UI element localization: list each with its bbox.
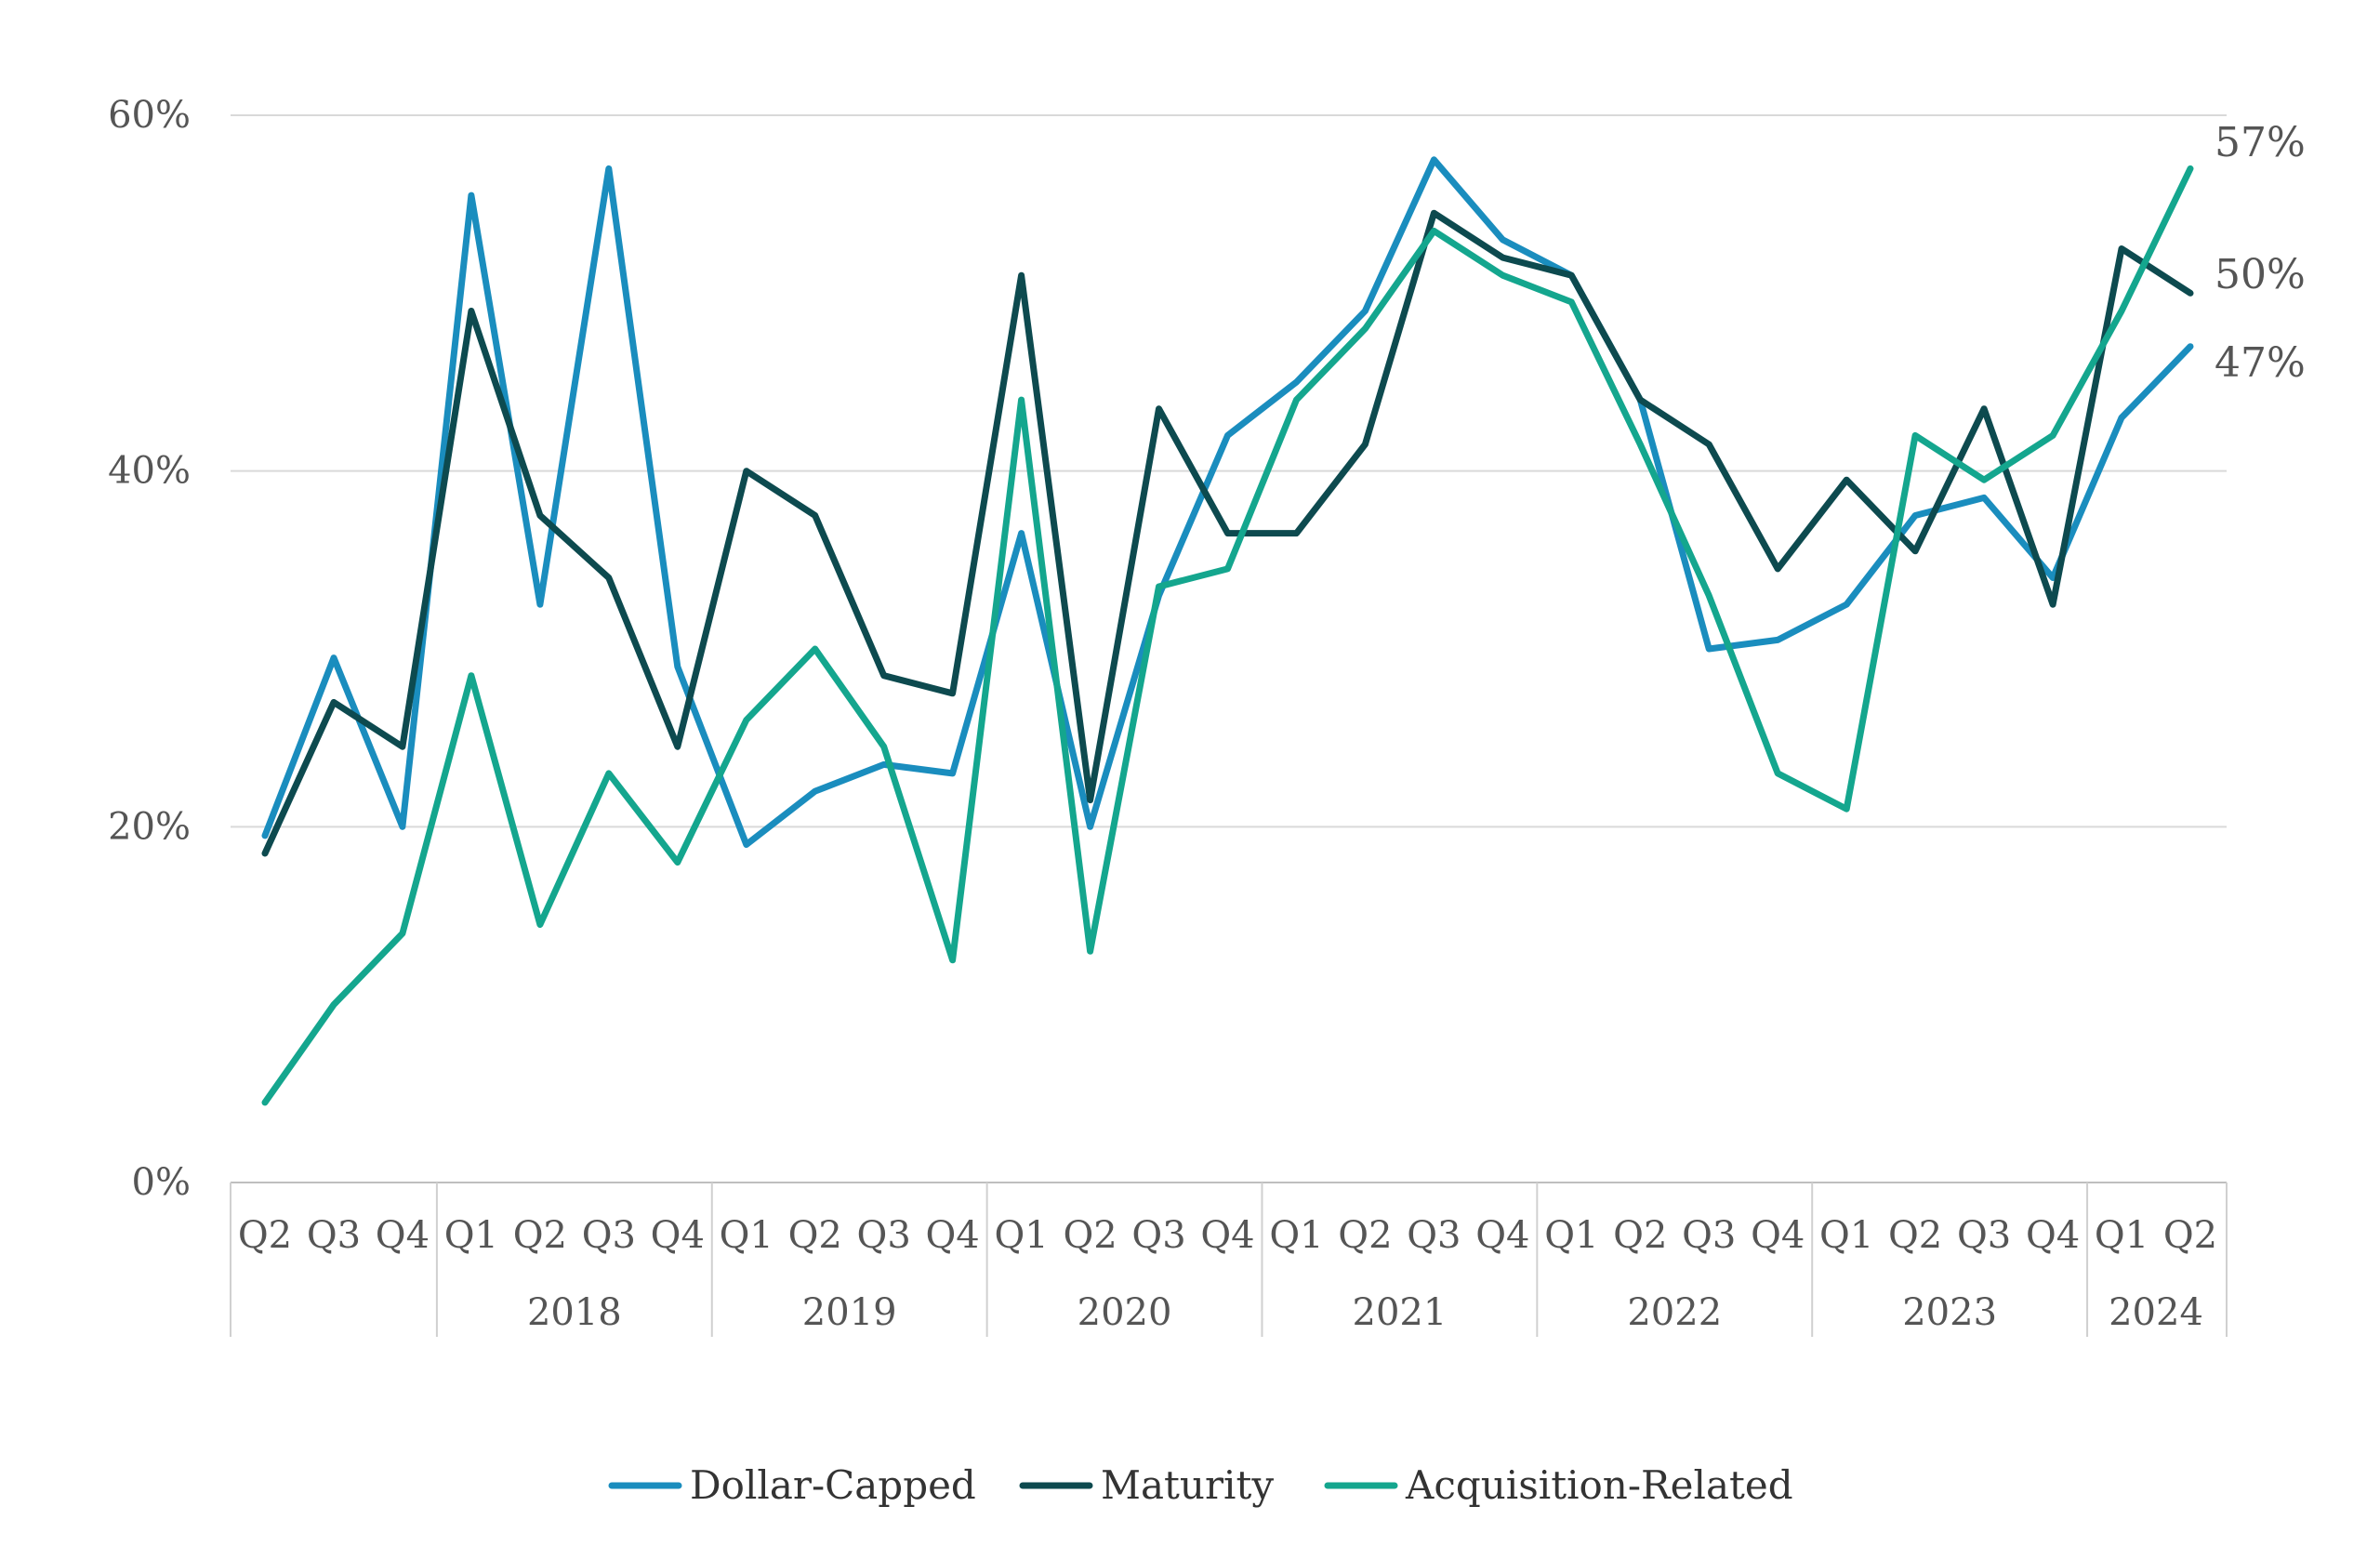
series-line-acquisition-related (261, 165, 2194, 1106)
series-lines (261, 156, 2194, 1106)
x-tick-label: Q3 (1682, 1214, 1736, 1257)
x-axis: Q2 Q3 Q4 Q1 Q2 Q3 Q4 Q1 Q2 Q3 Q4 Q1 Q2 Q3 Q4 Q1 Q2 Q3 Q4 Q1… (230, 1183, 2228, 1337)
x-tick-label: Q4 (651, 1214, 705, 1257)
x-tick-label: Q3 (1407, 1214, 1461, 1257)
x-year-label: 2020 (1078, 1291, 1172, 1334)
x-tick-label: Q4 (1200, 1214, 1254, 1257)
end-labels: 47% 50% 57% (2215, 119, 2306, 387)
x-tick-label: Q2 (1338, 1214, 1392, 1257)
x-year-label: 2019 (802, 1291, 897, 1334)
x-tick-label: Q1 (994, 1214, 1048, 1257)
x-tick-label: Q3 (307, 1214, 361, 1257)
x-tick-label: Q2 (238, 1214, 292, 1257)
x-year-label: 2021 (1353, 1291, 1448, 1334)
x-tick-label: Q4 (1475, 1214, 1529, 1257)
legend-label: Dollar-Capped (690, 1462, 976, 1508)
x-tick-label: Q1 (720, 1214, 774, 1257)
x-tick-label: Q2 (2163, 1214, 2217, 1257)
x-tick-label: Q1 (1269, 1214, 1323, 1257)
x-tick-label: Q3 (857, 1214, 911, 1257)
x-tick-label: Q2 (1613, 1214, 1667, 1257)
x-year-label: 2023 (1902, 1291, 1997, 1334)
legend: Dollar-Capped Maturity Acquisition-Related (608, 1462, 1793, 1508)
legend-label: Maturity (1101, 1462, 1274, 1508)
x-tick-label: Q1 (1819, 1214, 1873, 1257)
series-line-dollar-capped (261, 156, 2194, 848)
y-tick-label: 20% (108, 805, 191, 848)
x-tick-label: Q4 (1751, 1214, 1805, 1257)
series-end-label: 50% (2215, 251, 2306, 298)
x-tick-label: Q3 (1131, 1214, 1185, 1257)
x-tick-label: Q2 (1888, 1214, 1942, 1257)
x-tick-label: Q4 (376, 1214, 430, 1257)
x-year-label: 2022 (1627, 1291, 1722, 1334)
x-tick-label: Q1 (444, 1214, 498, 1257)
x-tick-label: Q3 (1957, 1214, 2011, 1257)
y-axis: 0% 20% 40% 60% (108, 94, 191, 1204)
y-tick-label: 0% (132, 1161, 191, 1204)
x-tick-label: Q1 (1544, 1214, 1598, 1257)
x-tick-label: Q2 (1063, 1214, 1117, 1257)
series-line-maturity (261, 209, 2194, 857)
y-tick-label: 60% (108, 94, 191, 137)
legend-label: Acquisition-Related (1405, 1462, 1793, 1508)
series-end-label: 57% (2215, 119, 2306, 166)
x-tick-label: Q2 (513, 1214, 567, 1257)
x-year-label: 2024 (2109, 1291, 2203, 1334)
x-year-label: 2018 (527, 1291, 622, 1334)
x-tick-label: Q4 (2026, 1214, 2080, 1257)
x-tick-label: Q1 (2095, 1214, 2149, 1257)
x-tick-label: Q3 (582, 1214, 636, 1257)
series-end-label: 47% (2215, 339, 2306, 387)
x-tick-label: Q2 (788, 1214, 842, 1257)
x-tick-label: Q4 (926, 1214, 980, 1257)
y-tick-label: 40% (108, 450, 191, 493)
gridlines (231, 114, 2227, 1183)
